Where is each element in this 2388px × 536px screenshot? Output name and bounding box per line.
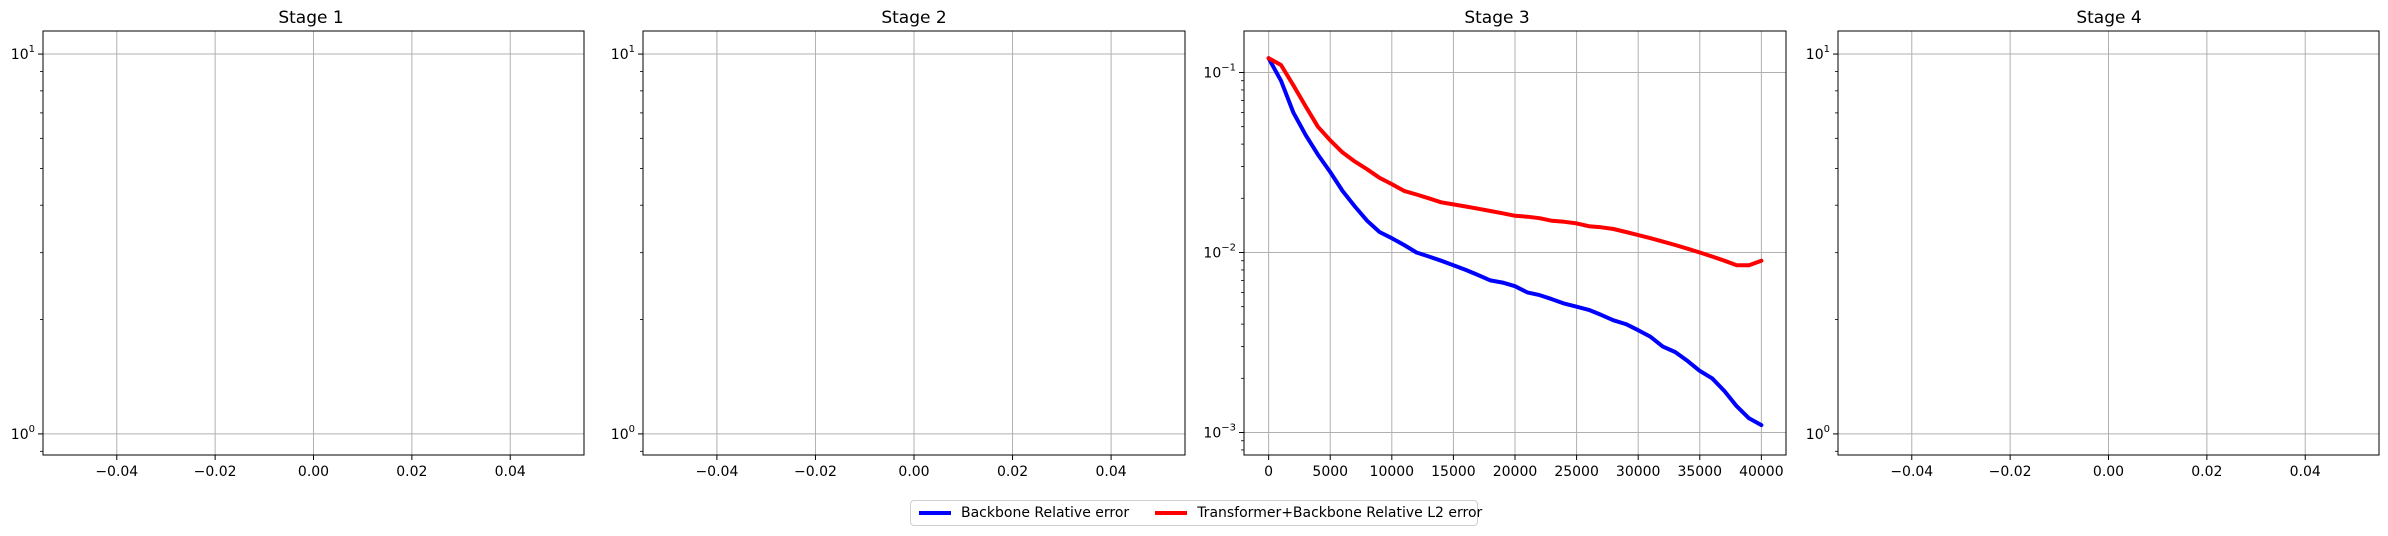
plot-frame bbox=[1243, 30, 1787, 456]
x-tick-label: 15000 bbox=[1431, 464, 1476, 480]
y-tick-label: 100 bbox=[11, 424, 35, 443]
x-tick-label: 0.04 bbox=[495, 464, 526, 480]
x-tick-label: −0.04 bbox=[95, 464, 138, 480]
y-tick-label: 10−1 bbox=[1203, 62, 1236, 81]
x-tick-label: 0.00 bbox=[2093, 464, 2124, 480]
x-tick-label: 0.00 bbox=[898, 464, 929, 480]
x-tick-label: 20000 bbox=[1493, 464, 1538, 480]
legend-swatch-red bbox=[1155, 511, 1188, 515]
panel-stage-1: Stage 1 −0.04 −0.02 0.00 0.02 0.04 100 101 bbox=[11, 8, 585, 480]
y-tick-label: 10−2 bbox=[1203, 242, 1236, 261]
x-tick-label: 5000 bbox=[1312, 464, 1348, 480]
legend-item-transformer: Transformer+Backbone Relative L2 error bbox=[1155, 505, 1482, 521]
legend-label: Transformer+Backbone Relative L2 error bbox=[1197, 505, 1483, 521]
panel-title: Stage 2 bbox=[881, 8, 946, 28]
panel-title: Stage 4 bbox=[2076, 8, 2141, 28]
x-tick-label: 40000 bbox=[1739, 464, 1784, 480]
y-tick-label: 101 bbox=[611, 44, 635, 63]
x-tick-label: 0 bbox=[1264, 464, 1273, 480]
panel-title: Stage 1 bbox=[278, 8, 343, 28]
x-tick-label: 0.02 bbox=[2191, 464, 2222, 480]
x-tick-label: −0.04 bbox=[695, 464, 738, 480]
x-tick-label: −0.02 bbox=[794, 464, 837, 480]
legend: Backbone Relative error Transformer+Back… bbox=[910, 500, 1482, 526]
x-tick-label: 35000 bbox=[1677, 464, 1722, 480]
plot-frame bbox=[642, 30, 1186, 456]
panel-stage-2: Stage 2 −0.04 −0.02 0.00 0.02 0.04 100 101 bbox=[611, 8, 1186, 480]
x-tick-label: −0.02 bbox=[194, 464, 237, 480]
x-tick-label: 30000 bbox=[1616, 464, 1661, 480]
y-tick-label: 101 bbox=[11, 44, 35, 63]
panel-stage-4: Stage 4 −0.04 −0.02 0.00 0.02 0.04 100 101 bbox=[1806, 8, 2380, 480]
x-tick-label: −0.02 bbox=[1989, 464, 2032, 480]
x-tick-label: 10000 bbox=[1370, 464, 1415, 480]
plot-frame bbox=[1837, 30, 2380, 456]
x-tick-label: 0.04 bbox=[1096, 464, 1127, 480]
series-line bbox=[1266, 56, 1764, 428]
series-line bbox=[1266, 56, 1764, 268]
y-tick-label: 10−3 bbox=[1203, 423, 1236, 442]
legend-label: Backbone Relative error bbox=[961, 505, 1130, 521]
legend-item-backbone: Backbone Relative error bbox=[919, 505, 1129, 521]
y-tick-label: 101 bbox=[1806, 44, 1830, 63]
y-tick-label: 100 bbox=[1806, 424, 1830, 443]
panel-stage-3: Stage 3 0 5000 10000 15000 20000 25000 30000 35… bbox=[1203, 8, 1787, 480]
plot-frame bbox=[42, 30, 585, 456]
x-tick-label: 0.02 bbox=[997, 464, 1028, 480]
panel-title: Stage 3 bbox=[1464, 8, 1529, 28]
x-tick-label: 0.02 bbox=[396, 464, 427, 480]
x-tick-label: 0.04 bbox=[2290, 464, 2321, 480]
x-tick-label: −0.04 bbox=[1890, 464, 1933, 480]
x-tick-label: 0.00 bbox=[298, 464, 329, 480]
legend-swatch-blue bbox=[919, 511, 951, 515]
x-tick-label: 25000 bbox=[1554, 464, 1599, 480]
y-tick-label: 100 bbox=[611, 424, 635, 443]
